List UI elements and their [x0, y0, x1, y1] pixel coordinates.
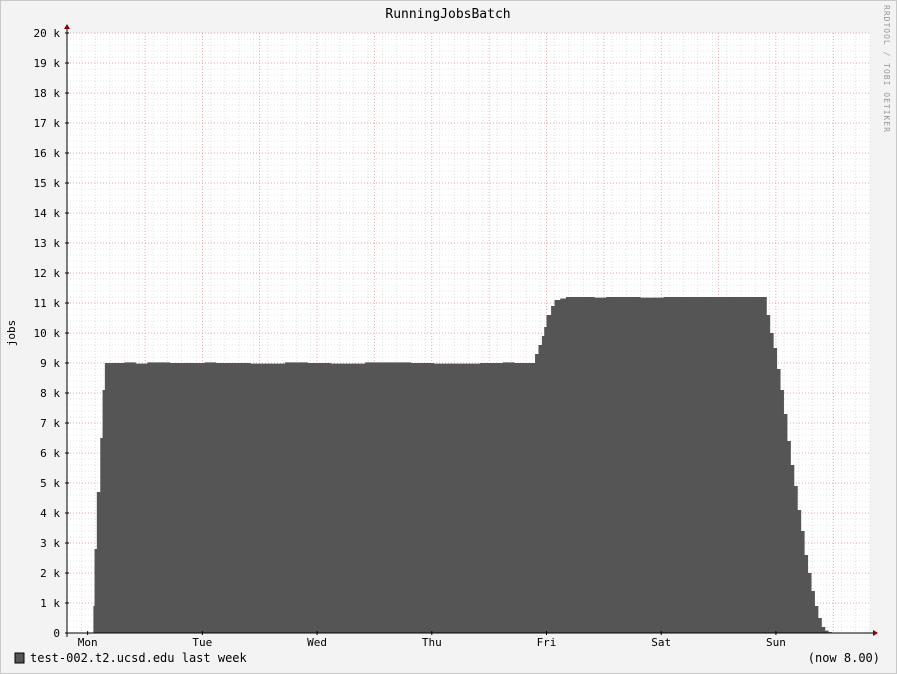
- y-tick-label: 3 k: [40, 537, 60, 550]
- axes: [64, 24, 878, 637]
- y-tick-label: 20 k: [34, 27, 61, 40]
- y-axis-label: jobs: [5, 320, 18, 347]
- x-tick-labels: Mon Tue Wed Thu Fri Sat Sun: [78, 636, 786, 649]
- x-tick-label: Tue: [192, 636, 212, 649]
- y-tick-label: 12 k: [34, 267, 61, 280]
- y-tick-label: 11 k: [34, 297, 61, 310]
- y-tick-labels: 0 1 k 2 k 3 k 4 k 5 k 6 k 7 k 8 k 9 k 10 k 11 k 12 k…: [34, 27, 61, 640]
- y-tick-label: 19 k: [34, 57, 61, 70]
- y-tick-label: 1 k: [40, 597, 60, 610]
- x-tick-label: Mon: [78, 636, 98, 649]
- y-tick-label: 17 k: [34, 117, 61, 130]
- y-tick-label: 6 k: [40, 447, 60, 460]
- x-axis-arrow: [873, 630, 878, 636]
- x-tick-label: Sat: [651, 636, 671, 649]
- series-area-group: [87, 297, 871, 633]
- y-tick-label: 9 k: [40, 357, 60, 370]
- y-tick-label: 0: [53, 627, 60, 640]
- y-tick-label: 15 k: [34, 177, 61, 190]
- watermark: RRDTOOL / TOBI OETIKER: [882, 5, 891, 133]
- chart-title: RunningJobsBatch: [385, 7, 510, 22]
- x-tick-label: Wed: [307, 636, 327, 649]
- y-tick-label: 16 k: [34, 147, 61, 160]
- series-area-0: [87, 297, 871, 633]
- x-tick-label: Fri: [537, 636, 557, 649]
- legend-series-label: test-002.t2.ucsd.edu last week: [30, 651, 248, 665]
- y-tick-label: 13 k: [34, 237, 61, 250]
- y-axis-arrow: [64, 24, 70, 29]
- y-tick-label: 5 k: [40, 477, 60, 490]
- legend-swatch: [14, 652, 25, 664]
- y-tick-label: 4 k: [40, 507, 60, 520]
- x-tick-label: Sun: [766, 636, 786, 649]
- x-tick-label: Thu: [422, 636, 442, 649]
- y-tick-label: 14 k: [34, 207, 61, 220]
- y-tick-label: 2 k: [40, 567, 60, 580]
- y-tick-label: 7 k: [40, 417, 60, 430]
- y-tick-label: 10 k: [34, 327, 61, 340]
- y-tick-label: 8 k: [40, 387, 60, 400]
- legend-now-label: (now 8.00): [808, 651, 880, 665]
- y-tick-label: 18 k: [34, 87, 61, 100]
